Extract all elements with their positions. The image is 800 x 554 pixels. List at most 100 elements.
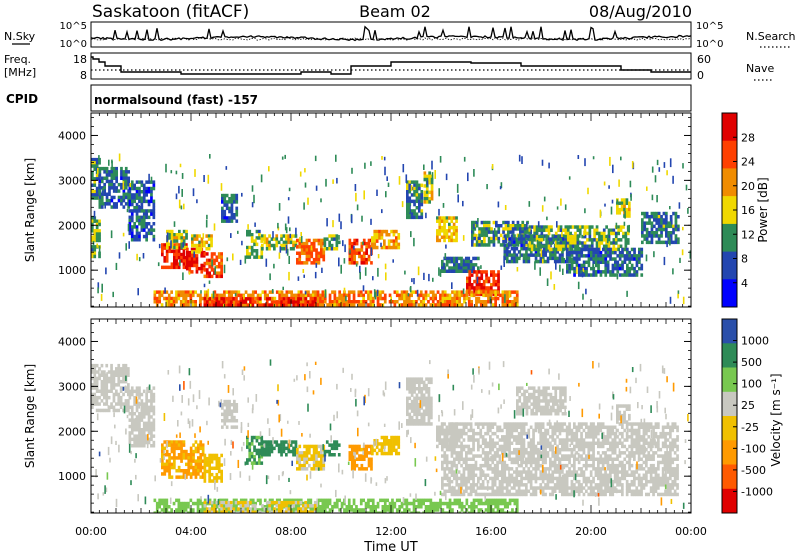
- heat-cell: [298, 460, 302, 465]
- heat-cell: [130, 186, 134, 191]
- heat-cell: [585, 288, 587, 295]
- heat-cell: [100, 179, 104, 184]
- heat-cell: [189, 459, 193, 463]
- heat-cell: [364, 290, 368, 294]
- heat-cell: [480, 243, 484, 247]
- heat-cell: [665, 231, 668, 235]
- heat-cell: [170, 440, 174, 444]
- heat-cell: [203, 261, 207, 266]
- heat-cell: [501, 473, 504, 477]
- heat-cell: [373, 236, 377, 240]
- heat-cell: [648, 221, 651, 225]
- heat-cell: [628, 250, 632, 255]
- heat-cell: [440, 229, 444, 233]
- heat-cell: [501, 303, 505, 307]
- heat-cell: [425, 399, 428, 404]
- heat-cell: [530, 241, 534, 245]
- heat-cell: [484, 438, 487, 442]
- heat-cell: [423, 193, 427, 198]
- freq-tick-bottom: 8: [80, 69, 87, 82]
- heat-cell: [472, 447, 475, 452]
- heat-cell: [418, 377, 421, 381]
- noise-tick-left-top: 10^5: [60, 21, 87, 32]
- heat-cell: [530, 247, 534, 252]
- heat-cell: [460, 431, 463, 436]
- heat-cell: [597, 270, 600, 274]
- heat-cell: [177, 246, 181, 250]
- heat-cell: [184, 293, 188, 298]
- heat-cell: [413, 215, 416, 220]
- heat-cell: [98, 202, 102, 206]
- heat-cell: [210, 479, 214, 483]
- heat-cell: [483, 230, 486, 234]
- heat-cell: [150, 193, 153, 197]
- heat-cell: [115, 367, 118, 371]
- heat-cell: [472, 256, 475, 261]
- heat-cell: [645, 215, 649, 219]
- heat-cell: [440, 225, 444, 230]
- heat-cell: [434, 303, 437, 307]
- heat-cell: [100, 198, 104, 203]
- heat-cell: [250, 239, 254, 243]
- heat-cell: [455, 293, 459, 298]
- heat-cell: [529, 250, 533, 254]
- heat-cell: [475, 292, 479, 297]
- heat-cell: [158, 296, 161, 301]
- heat-cell: [558, 256, 562, 261]
- heat-cell: [217, 476, 221, 480]
- heat-cell: [358, 467, 361, 471]
- heat-cell: [445, 173, 448, 181]
- heat-cell: [213, 466, 216, 470]
- heat-cell: [552, 238, 556, 242]
- heat-cell: [465, 479, 468, 484]
- heat-cell: [491, 290, 495, 294]
- heat-cell: [127, 179, 130, 184]
- heat-cell: [443, 438, 447, 442]
- heat-cell: [640, 254, 644, 258]
- heat-cell: [112, 376, 116, 381]
- heat-cell: [275, 290, 279, 294]
- heat-cell: [504, 227, 508, 231]
- heat-cell: [607, 228, 611, 232]
- heat-cell: [387, 239, 391, 243]
- heat-cell: [665, 234, 668, 238]
- heat-cell: [479, 470, 483, 474]
- heat-cell: [398, 296, 401, 301]
- heat-cell: [152, 405, 156, 410]
- heat-cell: [177, 249, 181, 254]
- heat-cell: [457, 256, 461, 261]
- heat-cell: [359, 300, 363, 304]
- heat-cell: [115, 186, 118, 190]
- heat-cell: [529, 253, 533, 257]
- heat-cell: [328, 240, 331, 245]
- heat-cell: [489, 492, 492, 497]
- heat-cell: [628, 207, 631, 212]
- heat-cell: [225, 193, 229, 198]
- heat-cell: [150, 431, 153, 435]
- heat-cell: [492, 283, 496, 287]
- heat-cell: [261, 449, 264, 454]
- heat-cell: [497, 236, 501, 241]
- heat-cell: [467, 457, 471, 461]
- heat-cell: [142, 402, 146, 406]
- colorbar-tick-label: 8: [741, 253, 748, 266]
- heat-cell: [328, 453, 331, 457]
- heat-cell: [311, 300, 315, 304]
- heat-cell: [100, 386, 104, 390]
- heat-cell: [185, 469, 188, 473]
- heat-cell: [147, 231, 151, 236]
- heat-cell: [448, 259, 451, 264]
- heat-cell: [575, 253, 579, 257]
- heat-cell: [621, 254, 624, 258]
- heat-cell: [438, 232, 442, 236]
- heat-cell: [150, 434, 153, 438]
- heat-cell: [538, 241, 541, 245]
- heat-cell: [192, 459, 195, 463]
- heat-cell: [91, 395, 94, 400]
- heat-cell: [133, 421, 136, 426]
- heat-cell: [98, 232, 101, 236]
- heat-cell: [375, 439, 379, 443]
- freq-frame: [90, 52, 692, 80]
- heat-cell: [656, 195, 658, 203]
